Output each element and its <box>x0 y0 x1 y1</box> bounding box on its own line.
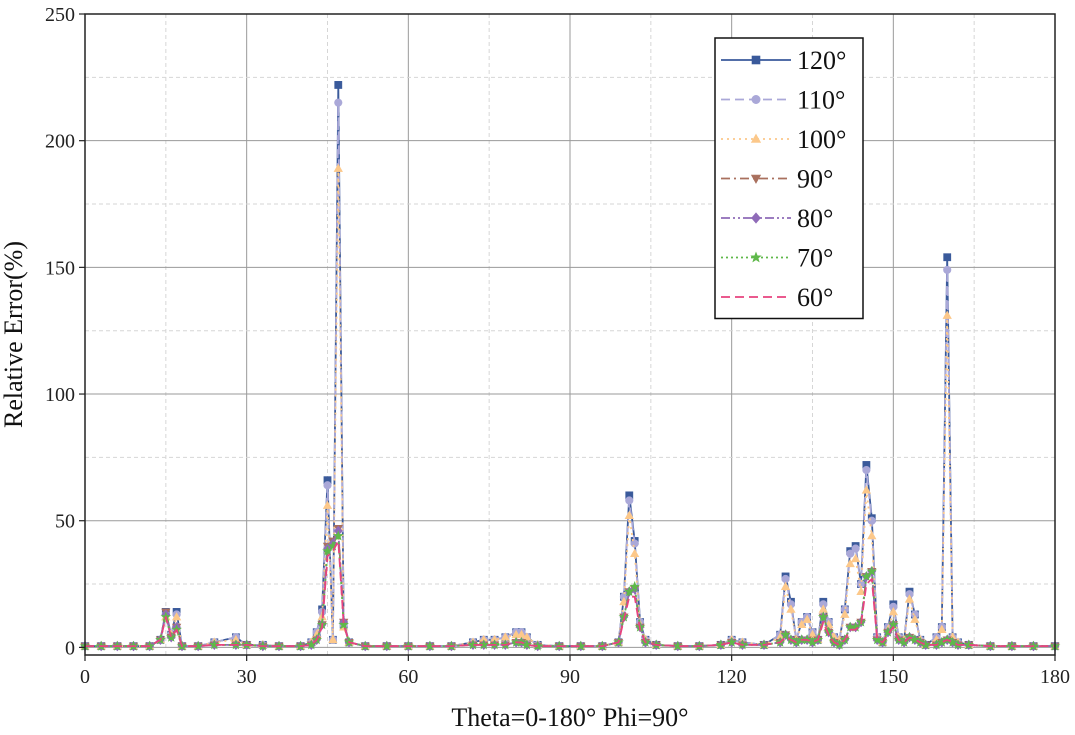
y-tick-label: 100 <box>45 384 75 406</box>
legend-entry: 80° <box>721 204 833 233</box>
data-point <box>856 586 866 596</box>
legend-box <box>714 37 864 320</box>
legend-entry: 90° <box>721 165 833 194</box>
legend-label: 70° <box>797 244 833 273</box>
legend-marker <box>750 133 762 143</box>
legend-marker <box>751 212 761 224</box>
data-point <box>726 636 737 647</box>
data-point <box>861 485 872 494</box>
data-point <box>166 631 177 642</box>
data-point <box>619 596 629 606</box>
legend-marker <box>750 251 762 263</box>
data-point <box>171 612 182 621</box>
data-point <box>630 548 640 558</box>
data-point <box>866 565 877 576</box>
legend-marker <box>751 95 761 105</box>
data-point <box>846 549 855 558</box>
data-point <box>817 611 829 622</box>
data-point <box>781 574 790 584</box>
data-point <box>871 634 883 645</box>
axis-ticks: 0 30 60 90 120 150 180 0 50 100 150 200 250 <box>45 4 1070 688</box>
data-point <box>850 553 861 563</box>
data-point <box>192 640 204 651</box>
x-tick-label: 0 <box>80 666 90 688</box>
data-point <box>575 640 586 651</box>
data-point <box>780 581 791 590</box>
data-point <box>467 639 479 650</box>
legend-marker <box>751 55 761 65</box>
data-point <box>851 544 860 553</box>
x-tick-label: 180 <box>1040 666 1070 688</box>
data-point <box>888 606 898 616</box>
y-tick-label: 0 <box>65 637 75 659</box>
data-point <box>532 640 543 651</box>
series-line <box>85 167 1055 647</box>
x-tick-label: 30 <box>237 666 257 688</box>
data-point <box>910 614 920 623</box>
legend-entry: 110° <box>721 86 845 115</box>
data-point <box>845 558 855 568</box>
data-point <box>381 640 392 651</box>
y-tick-label: 50 <box>55 511 75 533</box>
y-axis-title: Relative Error(%) <box>0 241 28 428</box>
data-point <box>780 629 791 640</box>
data-point <box>840 609 850 618</box>
data-point <box>943 265 952 274</box>
data-point <box>323 481 332 490</box>
data-point <box>624 510 634 520</box>
data-point <box>786 604 796 613</box>
data-point <box>209 639 220 650</box>
data-point <box>797 619 807 628</box>
data-point <box>333 163 343 172</box>
series-7 <box>85 540 1055 647</box>
data-point <box>478 639 489 650</box>
legend-entry: 60° <box>721 283 833 312</box>
data-point <box>338 619 349 630</box>
data-point <box>943 253 952 262</box>
legend-label: 90° <box>797 165 833 194</box>
data-point <box>334 81 343 89</box>
data-point <box>862 465 871 475</box>
data-point <box>867 516 876 525</box>
data-point <box>867 530 877 540</box>
grid <box>84 13 1056 655</box>
data-point <box>334 98 343 107</box>
legend-label: 110° <box>797 86 845 115</box>
x-tick-label: 150 <box>878 666 908 688</box>
data-point <box>904 594 915 603</box>
data-point <box>937 624 947 634</box>
x-axis-title: Theta=0-180° Phi=90° <box>451 703 688 732</box>
x-tick-label: 60 <box>398 666 418 688</box>
data-point <box>322 500 333 509</box>
data-point <box>802 614 812 623</box>
y-tick-label: 250 <box>45 4 75 26</box>
data-point <box>672 640 683 651</box>
legend-label: 100° <box>797 125 846 154</box>
legend-entry: 100° <box>721 125 846 154</box>
y-tick-label: 200 <box>45 131 75 153</box>
legend-label: 80° <box>797 204 833 233</box>
data-point <box>629 581 640 592</box>
data-point <box>424 640 436 651</box>
legend: 120° 110° 100° 90° 80° 70° 60° <box>714 37 864 320</box>
data-point <box>963 639 974 650</box>
x-tick-label: 120 <box>717 666 747 688</box>
x-tick-label: 90 <box>560 666 580 688</box>
series-group <box>79 81 1061 652</box>
legend-label: 60° <box>797 283 833 312</box>
data-point <box>328 634 338 644</box>
legend-entry: 120° <box>721 46 846 75</box>
data-point <box>625 496 634 505</box>
series-line <box>85 535 1055 647</box>
y-tick-label: 150 <box>45 257 75 279</box>
legend-label: 120° <box>797 46 846 75</box>
data-point <box>942 310 952 319</box>
legend-entry: 70° <box>721 244 833 273</box>
legend-marker <box>750 174 762 184</box>
series-line <box>85 540 1055 647</box>
data-point <box>332 530 344 541</box>
